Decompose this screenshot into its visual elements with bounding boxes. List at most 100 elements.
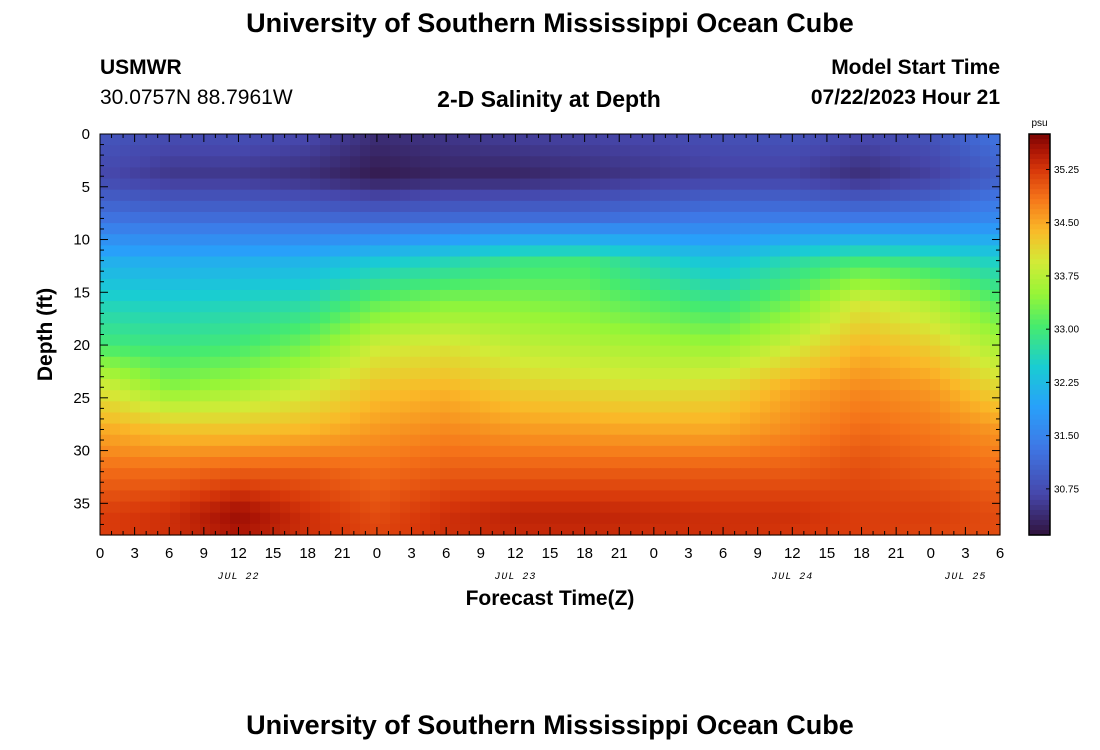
heatmap-cell <box>990 234 1001 246</box>
heatmap-cell <box>540 223 551 235</box>
heatmap-cell <box>550 245 561 258</box>
heatmap-cell <box>480 345 491 358</box>
heatmap-cell <box>960 312 971 324</box>
heatmap-cell <box>640 523 651 536</box>
heatmap-cell <box>370 134 381 146</box>
heatmap-cell <box>710 367 721 380</box>
heatmap-cell <box>740 457 751 469</box>
heatmap-cell <box>350 523 361 536</box>
heatmap-cell <box>320 145 331 157</box>
heatmap-cell <box>980 278 991 291</box>
heatmap-cell <box>790 156 801 169</box>
heatmap-cell <box>240 379 251 391</box>
heatmap-cell <box>420 289 431 302</box>
heatmap-cell <box>960 345 971 358</box>
heatmap-cell <box>720 367 731 380</box>
heatmap-cell <box>430 412 441 425</box>
heatmap-cell <box>980 312 991 324</box>
heatmap-cell <box>100 178 111 191</box>
heatmap-cell <box>850 134 861 146</box>
heatmap-cell <box>850 267 861 280</box>
heatmap-cell <box>970 134 981 146</box>
heatmap-cell <box>670 367 681 380</box>
heatmap-cell <box>250 423 261 436</box>
heatmap-cell <box>200 189 211 202</box>
heatmap-cell <box>110 468 121 480</box>
heatmap-cell <box>210 189 221 202</box>
heatmap-cell <box>180 345 191 358</box>
heatmap-cell <box>910 178 921 191</box>
heatmap-cell <box>440 134 451 146</box>
heatmap-cell <box>550 134 561 146</box>
heatmap-cell <box>880 156 891 169</box>
heatmap-cell <box>990 401 1001 414</box>
heatmap-cell <box>590 412 601 425</box>
heatmap-cell <box>530 434 541 447</box>
heatmap-cell <box>820 301 831 313</box>
heatmap-cell <box>370 223 381 235</box>
heatmap-cell <box>530 134 541 146</box>
heatmap-cell <box>320 167 331 180</box>
heatmap-cell <box>380 301 391 313</box>
heatmap-cell <box>650 134 661 146</box>
heatmap-cell <box>290 356 301 369</box>
colorbar-segment <box>1029 154 1050 160</box>
heatmap-cell <box>120 289 131 302</box>
heatmap-cell <box>430 468 441 480</box>
heatmap-cell <box>630 200 641 213</box>
heatmap-cell <box>930 223 941 235</box>
heatmap-cell <box>790 334 801 347</box>
heatmap-cell <box>980 490 991 503</box>
heatmap-cell <box>400 289 411 302</box>
heatmap-cell <box>130 301 141 313</box>
heatmap-cell <box>900 323 911 336</box>
heatmap-cell <box>980 356 991 369</box>
heatmap-cell <box>640 267 651 280</box>
heatmap-cell <box>310 256 321 269</box>
heatmap-cell <box>550 479 561 492</box>
heatmap-cell <box>400 334 411 347</box>
heatmap-cell <box>590 189 601 202</box>
heatmap-cell <box>460 234 471 246</box>
heatmap-cell <box>450 490 461 503</box>
heatmap-cell <box>220 211 231 224</box>
heatmap-cell <box>780 490 791 503</box>
heatmap-cell <box>460 223 471 235</box>
heatmap-cell <box>630 167 641 180</box>
heatmap-cell <box>120 189 131 202</box>
heatmap-cell <box>940 501 951 514</box>
heatmap-cell <box>470 189 481 202</box>
heatmap-cell <box>220 145 231 157</box>
heatmap-cell <box>510 312 521 324</box>
heatmap-cell <box>840 234 851 246</box>
heatmap-cell <box>560 434 571 447</box>
heatmap-cell <box>490 156 501 169</box>
heatmap-cell <box>460 145 471 157</box>
heatmap-cell <box>810 390 821 402</box>
heatmap-cell <box>130 245 141 258</box>
heatmap-cell <box>700 390 711 402</box>
heatmap-cell <box>660 189 671 202</box>
heatmap-cell <box>800 367 811 380</box>
heatmap-cell <box>650 145 661 157</box>
heatmap-cell <box>530 468 541 480</box>
heatmap-cell <box>760 211 771 224</box>
heatmap-cell <box>470 457 481 469</box>
heatmap-cell <box>940 379 951 391</box>
heatmap-cell <box>240 412 251 425</box>
heatmap-cell <box>110 223 121 235</box>
heatmap-cell <box>700 211 711 224</box>
heatmap-cell <box>260 412 271 425</box>
y-tick-label: 0 <box>82 126 90 143</box>
heatmap-cell <box>700 501 711 514</box>
heatmap-cell <box>110 256 121 269</box>
heatmap-cell <box>700 301 711 313</box>
heatmap-cell <box>880 223 891 235</box>
heatmap-cell <box>120 223 131 235</box>
heatmap-cell <box>610 178 621 191</box>
heatmap-cell <box>350 145 361 157</box>
heatmap-cell <box>100 334 111 347</box>
heatmap-cell <box>370 390 381 402</box>
heatmap-cell <box>690 434 701 447</box>
heatmap-cell <box>200 301 211 313</box>
